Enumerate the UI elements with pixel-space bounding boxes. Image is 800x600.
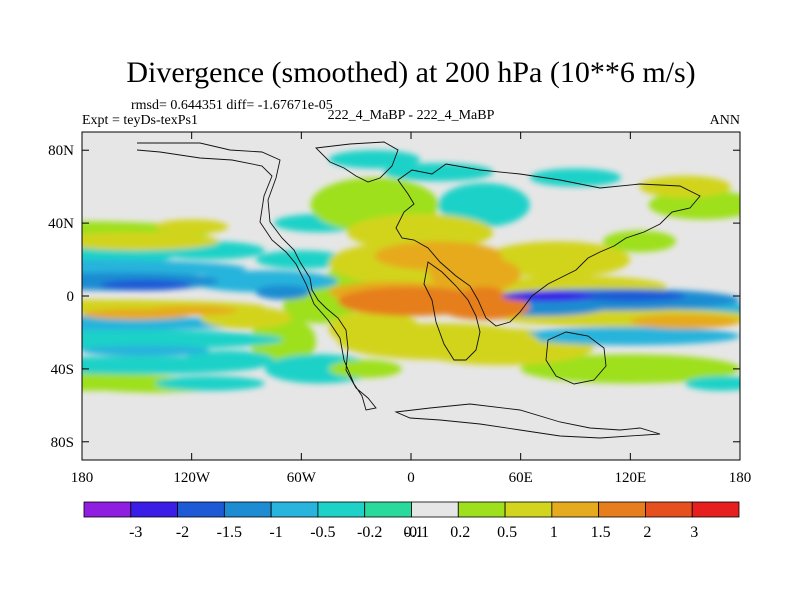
coastline-antarctica bbox=[394, 403, 661, 439]
divergence-region bbox=[438, 183, 530, 227]
divergence-region bbox=[250, 316, 316, 368]
coastline-afro-eurasia bbox=[395, 163, 701, 327]
divergence-region bbox=[155, 376, 265, 391]
colorbar-swatch bbox=[177, 501, 225, 518]
colorbar-label: -0.5 bbox=[310, 524, 335, 541]
colorbar: -3 -2 -1.5 -1 -0.5 -0.2 -0.10.1 0.2 0.5 1 1.5 2 3 bbox=[83, 501, 740, 541]
divergence-region bbox=[639, 175, 731, 198]
season-label: ANN bbox=[710, 113, 740, 128]
colorbar-swatch bbox=[364, 501, 412, 518]
colorbar-swatch bbox=[691, 501, 740, 518]
colorbar-swatch bbox=[457, 501, 506, 518]
divergence-region bbox=[155, 219, 229, 235]
divergence-region bbox=[429, 255, 521, 293]
divergence-region bbox=[182, 350, 274, 369]
y-tick-label: 40S bbox=[51, 362, 74, 378]
x-tick-label: 0 bbox=[407, 470, 415, 486]
colorbar-label: -2 bbox=[176, 524, 189, 541]
divergence-region bbox=[255, 285, 311, 300]
divergence-region bbox=[347, 214, 494, 251]
y-tick-label: 80N bbox=[48, 143, 74, 159]
colorbar-swatch bbox=[598, 501, 646, 518]
coastline-americas bbox=[136, 142, 377, 411]
x-tick-label: 120W bbox=[173, 470, 211, 486]
colorbar-swatch bbox=[411, 501, 459, 518]
divergence-region bbox=[520, 326, 740, 346]
divergence-region bbox=[100, 279, 192, 291]
x-tick-label: 60E bbox=[509, 470, 533, 486]
colorbar-label: 2 bbox=[643, 524, 651, 541]
divergence-region bbox=[520, 354, 740, 384]
divergence-region bbox=[255, 250, 348, 269]
x-tick-label: 180 bbox=[71, 470, 94, 486]
divergence-region bbox=[145, 306, 238, 316]
divergence-region bbox=[529, 168, 622, 187]
colorbar-label: -3 bbox=[129, 524, 142, 541]
colorbar-swatch bbox=[317, 501, 366, 518]
colorbar-label: 1 bbox=[550, 524, 558, 541]
colorbar-swatch bbox=[83, 501, 132, 518]
x-tick-label: 120E bbox=[614, 470, 646, 486]
y-tick-label: 80S bbox=[51, 435, 74, 451]
colorbar-swatch bbox=[270, 501, 319, 518]
colorbar-label: 0.2 bbox=[450, 524, 470, 541]
colorbar-swatch bbox=[504, 501, 553, 518]
divergence-region bbox=[328, 359, 402, 378]
colorbar-swatch bbox=[130, 501, 178, 518]
colorbar-label: -0.1 bbox=[404, 524, 429, 541]
divergence-region bbox=[685, 376, 740, 391]
axis-ticks: 180 120W 60W 0 60E 120E 180 80N 40N 0 40S 80S bbox=[48, 132, 751, 486]
divergence-region bbox=[337, 323, 539, 360]
chart-title: Divergence (smoothed) at 200 hPa (10**6 … bbox=[126, 56, 695, 89]
y-tick-label: 40N bbox=[48, 216, 74, 232]
coastline-australia bbox=[545, 331, 607, 385]
divergence-region bbox=[82, 345, 210, 357]
x-tick-label: 60W bbox=[287, 470, 317, 486]
colorbar-label: 3 bbox=[690, 524, 698, 541]
colorbar-swatch bbox=[551, 501, 600, 518]
colorbar-label: 0.1 bbox=[404, 524, 424, 541]
divergence-region bbox=[630, 314, 740, 329]
case-label: 222_4_MaBP - 222_4_MaBP bbox=[328, 108, 495, 123]
divergence-region bbox=[191, 270, 338, 293]
experiment-label: Expt = teyDs-texPs1 bbox=[82, 113, 198, 128]
y-tick-label: 0 bbox=[67, 289, 75, 305]
divergence-region bbox=[602, 230, 677, 253]
coastline-outlines bbox=[136, 141, 701, 439]
map-plot-area: 180 120W 60W 0 60E 120E 180 80N 40N 0 40S 80S bbox=[48, 131, 751, 486]
divergence-region bbox=[502, 290, 594, 302]
divergence-region bbox=[82, 232, 220, 251]
x-tick-label: 180 bbox=[729, 470, 752, 486]
divergence-region bbox=[484, 241, 631, 278]
colorbar-label: 0.5 bbox=[497, 524, 517, 541]
colorbar-label: -1.5 bbox=[217, 524, 242, 541]
colorbar-label: -1 bbox=[269, 524, 282, 541]
divergence-region bbox=[328, 150, 421, 169]
divergence-region bbox=[82, 328, 283, 351]
colorbar-label: -0.2 bbox=[357, 524, 382, 541]
colorbar-swatch bbox=[223, 501, 272, 518]
stats-text: rmsd= 0.644351 diff= -1.67671e-05 bbox=[131, 98, 333, 113]
coastline-africa-south bbox=[423, 261, 481, 361]
colorbar-label: 1.5 bbox=[591, 524, 611, 541]
coastline-greenland bbox=[315, 141, 399, 183]
colorbar-swatch bbox=[645, 501, 693, 518]
divergence-region bbox=[575, 290, 686, 302]
divergence-region bbox=[337, 286, 485, 317]
